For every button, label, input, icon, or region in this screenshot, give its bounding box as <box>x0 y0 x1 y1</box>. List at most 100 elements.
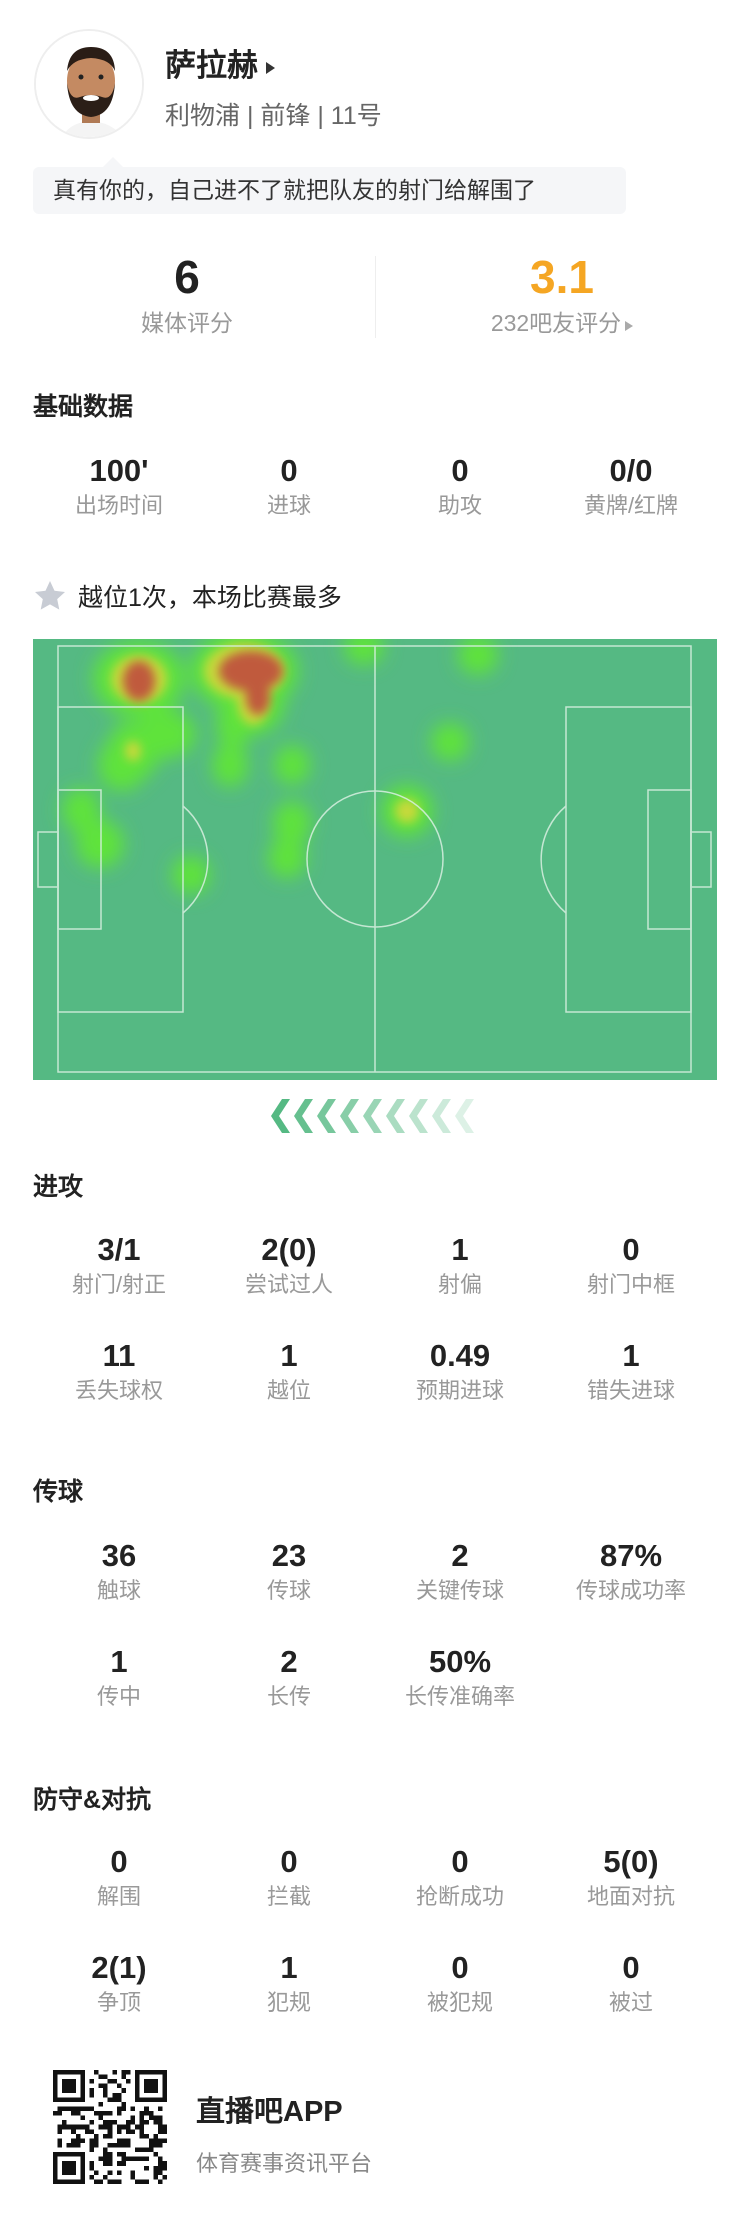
stat-label: 长传准确率 <box>404 1684 515 1709</box>
heat-blob <box>219 651 283 691</box>
stat-value: 0 <box>451 453 469 488</box>
heat-blob <box>395 799 419 823</box>
fan-label: 232吧友评分 <box>412 304 712 338</box>
stat-defense: 1 犯规 <box>204 1950 374 2016</box>
stat-label: 争顶 <box>96 1990 141 2015</box>
stat-label: 地面对抗 <box>586 1884 675 1909</box>
heat-blob <box>172 856 210 894</box>
stat-passing: 87% 传球成功率 <box>546 1538 716 1604</box>
chevron-left-icon <box>455 1099 474 1133</box>
stat-basic: 100' 出场时间 <box>34 453 204 519</box>
stat-label: 射偏 <box>437 1272 482 1297</box>
stat-attack: 1 错失进球 <box>546 1338 716 1404</box>
player-name-link[interactable]: 萨拉赫 <box>165 40 275 85</box>
stat-defense: 5(0) 地面对抗 <box>546 1844 716 1910</box>
fan-rating-button[interactable]: 3.1 232吧友评分 <box>412 250 712 338</box>
stat-passing: 1 传中 <box>34 1644 204 1710</box>
stat-value: 0 <box>280 1844 298 1879</box>
stat-label: 传球成功率 <box>575 1578 686 1603</box>
heat-blob <box>268 838 306 878</box>
stat-value: 2 <box>280 1644 298 1679</box>
stat-label: 错失进球 <box>586 1378 675 1403</box>
triangle-right-icon <box>625 321 634 331</box>
stat-passing: 2 关键传球 <box>375 1538 545 1604</box>
app-tagline: 体育赛事资讯平台 <box>196 2151 373 2176</box>
stat-value: 2(1) <box>91 1950 147 1985</box>
media-label: 媒体评分 <box>141 310 233 336</box>
heat-blob <box>136 710 196 758</box>
stat-defense: 0 被犯规 <box>375 1950 545 2016</box>
highlight-text: 越位1次，本场比赛最多 <box>78 584 342 612</box>
triangle-right-icon <box>266 61 275 74</box>
stat-basic: 0 进球 <box>204 453 374 519</box>
stat-label: 进球 <box>266 493 311 518</box>
stat-attack: 1 射偏 <box>375 1232 545 1298</box>
stat-passing: 2 长传 <box>204 1644 374 1710</box>
heat-blob <box>125 741 141 761</box>
heat-blob <box>76 820 124 868</box>
section-title-defense: 防守&对抗 <box>33 1786 152 1814</box>
app-name: 直播吧APP <box>196 2096 343 2128</box>
stat-value: 0 <box>451 1844 469 1879</box>
stat-value: 2(0) <box>261 1232 317 1267</box>
chevron-left-icon <box>409 1099 428 1133</box>
stat-passing: 23 传球 <box>204 1538 374 1604</box>
stat-label: 抢断成功 <box>415 1884 504 1909</box>
stat-label: 丢失球权 <box>74 1378 163 1403</box>
stat-value: 23 <box>271 1538 307 1573</box>
qr-code <box>53 2070 167 2184</box>
player-subtitle: 利物浦 | 前锋 | 11号 <box>165 102 382 130</box>
divider <box>375 256 376 338</box>
stat-defense: 0 被过 <box>546 1950 716 2016</box>
stat-defense: 0 解围 <box>34 1844 204 1910</box>
pitch-lines <box>37 645 712 1073</box>
stat-label: 射门/射正 <box>71 1272 167 1297</box>
player-name: 萨拉赫 <box>165 48 258 83</box>
heat-blob <box>62 788 100 832</box>
heat-blob <box>123 661 155 701</box>
stat-value: 11 <box>102 1338 136 1373</box>
stat-defense: 0 抢断成功 <box>375 1844 545 1910</box>
stat-label: 拦截 <box>266 1884 311 1909</box>
stat-label: 预期进球 <box>415 1378 504 1403</box>
stat-label: 解围 <box>96 1884 141 1909</box>
stat-attack: 0.49 预期进球 <box>375 1338 545 1404</box>
chevron-left-icon <box>294 1099 313 1133</box>
stat-value: 100' <box>89 453 149 488</box>
star-icon <box>35 581 65 610</box>
section-title-attack: 进攻 <box>33 1173 84 1201</box>
stat-value: 36 <box>101 1538 137 1573</box>
heat-blob <box>274 745 310 785</box>
stat-label: 传中 <box>96 1684 141 1709</box>
stat-value: 0 <box>280 453 298 488</box>
stat-value: 5(0) <box>603 1844 659 1879</box>
heat-blob <box>246 679 270 715</box>
stat-passing: 36 触球 <box>34 1538 204 1604</box>
chevron-left-icon <box>432 1099 451 1133</box>
stat-value: 1 <box>622 1338 640 1373</box>
player-avatar[interactable] <box>34 29 144 139</box>
stat-value: 1 <box>280 1338 298 1373</box>
highlight-line: 越位1次，本场比赛最多 <box>32 578 342 614</box>
stat-label: 越位 <box>266 1378 311 1403</box>
stat-value: 0.49 <box>429 1338 491 1373</box>
comment-bubble: 真有你的，自己进不了就把队友的射门给解围了 <box>33 157 626 214</box>
media-rating: 6 媒体评分 <box>37 250 337 338</box>
stat-value: 1 <box>451 1232 469 1267</box>
heat-blob <box>273 801 311 845</box>
heat-blob <box>431 723 469 761</box>
fan-score: 3.1 <box>530 251 594 303</box>
stat-value: 1 <box>110 1644 128 1679</box>
stat-label: 被过 <box>608 1990 653 2015</box>
attack-direction-arrows <box>271 1099 474 1133</box>
stat-value: 0 <box>622 1232 640 1267</box>
stat-value: 50% <box>428 1644 492 1679</box>
stat-value: 2 <box>451 1538 469 1573</box>
stat-attack: 11 丢失球权 <box>34 1338 204 1404</box>
stat-label: 被犯规 <box>426 1990 493 2015</box>
stat-label: 射门中框 <box>586 1272 675 1297</box>
stat-value: 0 <box>110 1844 128 1879</box>
stat-basic: 0 助攻 <box>375 453 545 519</box>
chevron-left-icon <box>340 1099 359 1133</box>
stat-label: 出场时间 <box>74 493 163 518</box>
